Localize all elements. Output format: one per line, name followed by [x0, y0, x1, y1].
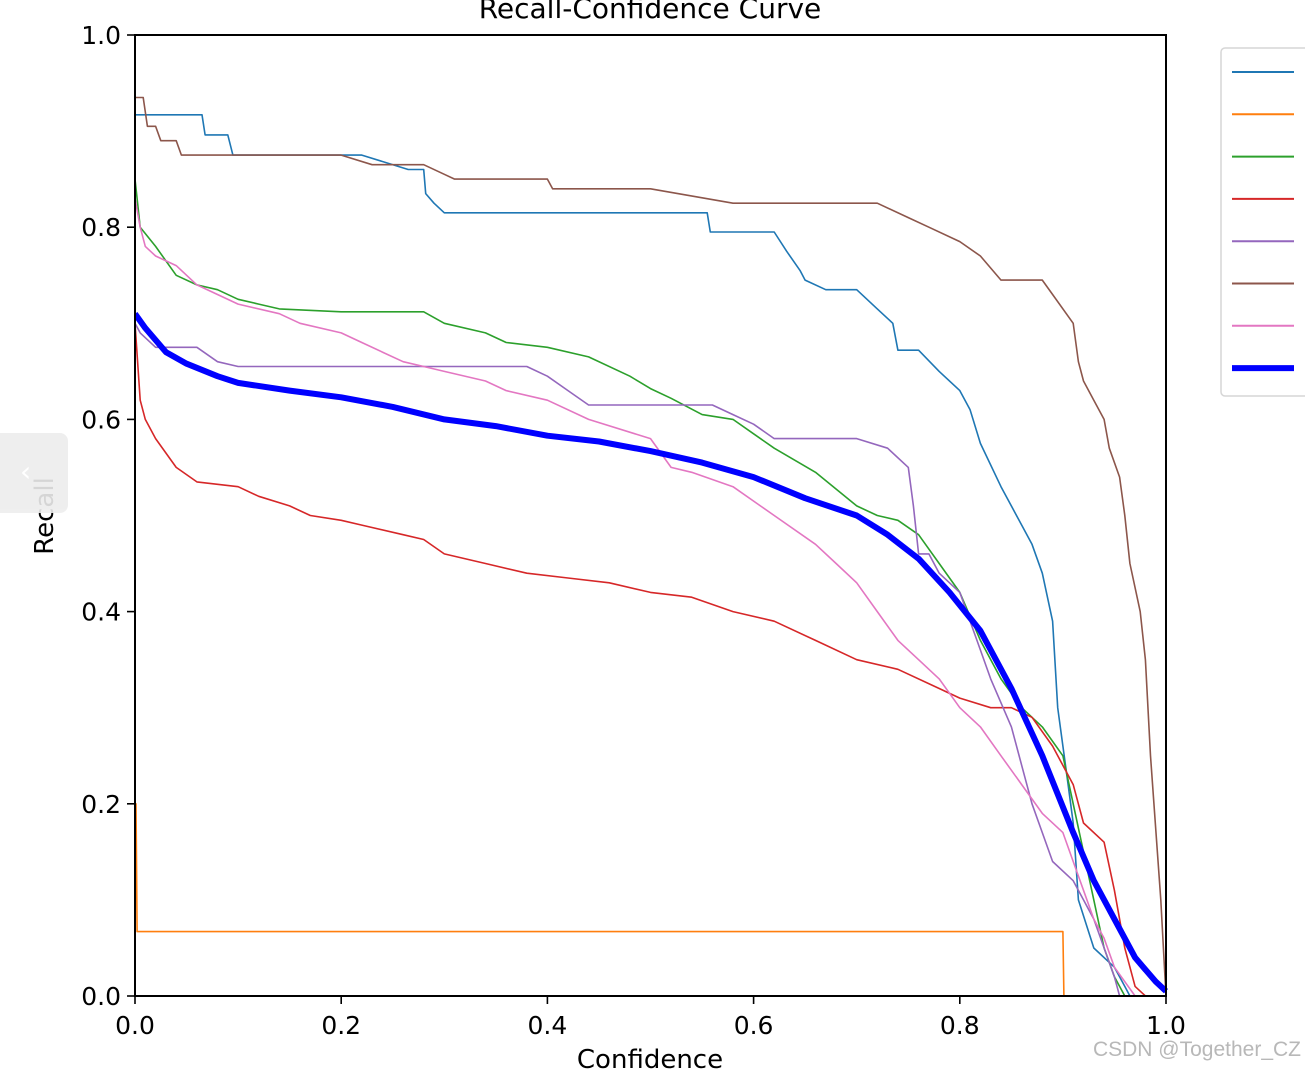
series-line-3	[134, 179, 1126, 997]
y-tick-label: 0.4	[81, 598, 121, 627]
x-axis-label: Confidence	[577, 1045, 723, 1070]
series-line-8	[134, 311, 1168, 994]
y-tick-label: 1.0	[81, 21, 121, 50]
y-tick-label: 0.8	[81, 213, 121, 242]
y-tick-label: 0.2	[81, 790, 121, 819]
watermark: CSDN @Together_CZ	[1092, 1038, 1301, 1061]
x-tick-label: 0.6	[734, 1011, 774, 1040]
nav-back-tab[interactable]: ‹	[0, 433, 68, 513]
plot-frame	[134, 34, 1167, 997]
series-line-7	[134, 198, 1136, 997]
series-line-2	[135, 803, 1094, 997]
series-line-6	[135, 96, 1167, 997]
x-axis: 0.0 0.2 0.4 0.6 0.8 1.0	[115, 996, 1186, 1040]
y-tick-label: 0.6	[81, 405, 121, 434]
chart-title: Recall-Confidence Curve	[479, 0, 822, 25]
x-tick-label: 0.8	[940, 1011, 980, 1040]
chevron-left-icon: ‹	[20, 455, 32, 488]
y-axis: 0.0 0.2 0.4 0.6 0.8 1.0	[81, 21, 135, 1011]
plot-series	[134, 96, 1168, 997]
legend	[1220, 47, 1305, 397]
y-tick-label: 0.0	[81, 982, 121, 1011]
legend-box	[1220, 47, 1305, 397]
series-line-1	[135, 114, 1131, 997]
series-line-5	[134, 322, 1121, 997]
x-tick-label: 0.0	[115, 1011, 155, 1040]
x-tick-label: 1.0	[1146, 1011, 1186, 1040]
x-tick-label: 0.4	[528, 1011, 568, 1040]
x-tick-label: 0.2	[321, 1011, 361, 1040]
series-line-4	[134, 323, 1146, 997]
